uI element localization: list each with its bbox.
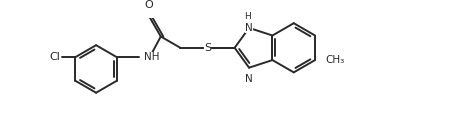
Text: CH₃: CH₃: [325, 55, 345, 65]
Text: N: N: [245, 23, 253, 33]
Text: S: S: [204, 43, 211, 53]
Text: H: H: [244, 12, 251, 21]
Text: NH: NH: [144, 52, 159, 62]
Text: Cl: Cl: [49, 52, 60, 62]
Text: N: N: [245, 74, 253, 84]
Text: O: O: [145, 0, 153, 10]
